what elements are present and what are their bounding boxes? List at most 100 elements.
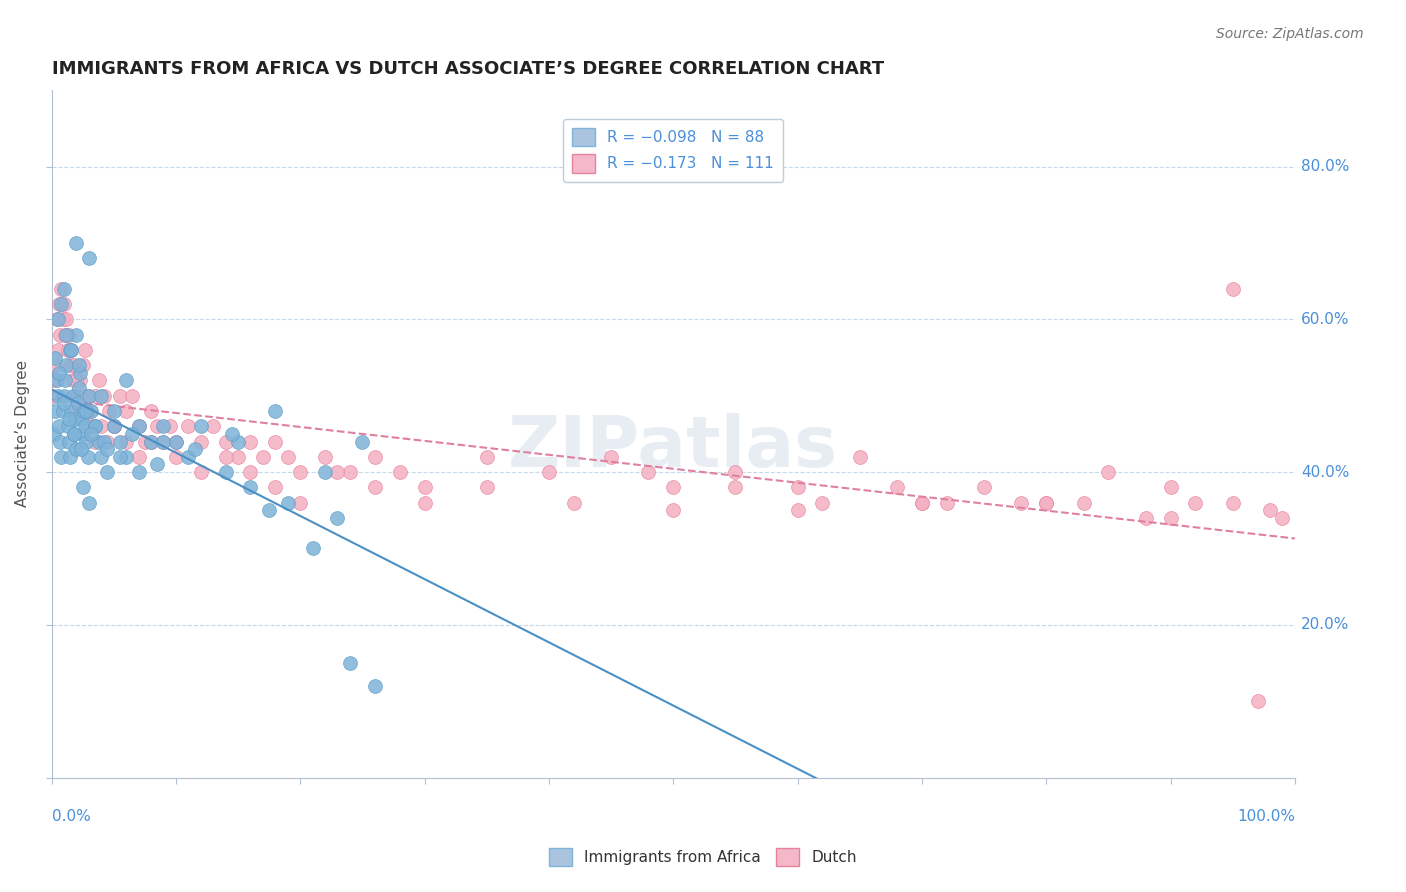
Immigrants from Africa bbox=[52, 282, 75, 296]
Legend: Immigrants from Africa, Dutch: Immigrants from Africa, Dutch bbox=[540, 838, 866, 875]
Dutch bbox=[59, 358, 82, 372]
Immigrants from Africa bbox=[48, 419, 70, 434]
Dutch bbox=[48, 297, 70, 311]
Immigrants from Africa bbox=[59, 450, 82, 464]
Y-axis label: Associate’s Degree: Associate’s Degree bbox=[15, 360, 30, 508]
Immigrants from Africa bbox=[96, 465, 118, 479]
Immigrants from Africa bbox=[108, 434, 131, 449]
Immigrants from Africa bbox=[51, 450, 73, 464]
Immigrants from Africa bbox=[52, 396, 75, 410]
Immigrants from Africa bbox=[146, 458, 169, 472]
Dutch bbox=[364, 450, 387, 464]
Dutch bbox=[190, 465, 212, 479]
Dutch bbox=[1135, 511, 1157, 525]
Dutch bbox=[103, 419, 125, 434]
Dutch bbox=[49, 327, 72, 342]
Dutch bbox=[364, 480, 387, 494]
Dutch bbox=[1184, 496, 1206, 510]
Immigrants from Africa bbox=[46, 389, 69, 403]
Dutch bbox=[290, 465, 312, 479]
Dutch bbox=[165, 434, 187, 449]
Dutch bbox=[786, 480, 808, 494]
Dutch bbox=[935, 496, 957, 510]
Text: IMMIGRANTS FROM AFRICA VS DUTCH ASSOCIATE’S DEGREE CORRELATION CHART: IMMIGRANTS FROM AFRICA VS DUTCH ASSOCIAT… bbox=[52, 60, 883, 78]
Immigrants from Africa bbox=[190, 419, 212, 434]
Dutch bbox=[662, 503, 685, 517]
Immigrants from Africa bbox=[152, 434, 174, 449]
Immigrants from Africa bbox=[314, 465, 336, 479]
Dutch bbox=[53, 327, 76, 342]
Dutch bbox=[97, 404, 120, 418]
Immigrants from Africa bbox=[42, 426, 65, 441]
Dutch bbox=[190, 434, 212, 449]
Immigrants from Africa bbox=[139, 434, 162, 449]
Immigrants from Africa bbox=[352, 434, 374, 449]
Dutch bbox=[290, 496, 312, 510]
Dutch bbox=[134, 434, 156, 449]
Immigrants from Africa bbox=[58, 411, 80, 425]
Immigrants from Africa bbox=[152, 419, 174, 434]
Dutch bbox=[77, 419, 100, 434]
Dutch bbox=[96, 434, 118, 449]
Dutch bbox=[973, 480, 995, 494]
Dutch bbox=[662, 480, 685, 494]
Immigrants from Africa bbox=[77, 389, 100, 403]
Dutch bbox=[72, 358, 94, 372]
Dutch bbox=[1160, 511, 1182, 525]
Dutch bbox=[911, 496, 934, 510]
Dutch bbox=[52, 297, 75, 311]
Text: Source: ZipAtlas.com: Source: ZipAtlas.com bbox=[1216, 27, 1364, 41]
Dutch bbox=[537, 465, 560, 479]
Dutch bbox=[51, 282, 73, 296]
Immigrants from Africa bbox=[177, 450, 200, 464]
Immigrants from Africa bbox=[165, 434, 187, 449]
Dutch bbox=[69, 374, 91, 388]
Immigrants from Africa bbox=[44, 404, 66, 418]
Text: 60.0%: 60.0% bbox=[1301, 312, 1350, 326]
Dutch bbox=[264, 434, 287, 449]
Dutch bbox=[62, 374, 84, 388]
Dutch bbox=[252, 450, 274, 464]
Immigrants from Africa bbox=[63, 411, 86, 425]
Dutch bbox=[1073, 496, 1095, 510]
Immigrants from Africa bbox=[67, 358, 90, 372]
Dutch bbox=[152, 434, 174, 449]
Dutch bbox=[87, 374, 110, 388]
Dutch bbox=[1035, 496, 1057, 510]
Immigrants from Africa bbox=[183, 442, 205, 457]
Immigrants from Africa bbox=[65, 442, 87, 457]
Dutch bbox=[79, 404, 101, 418]
Immigrants from Africa bbox=[44, 351, 66, 365]
Immigrants from Africa bbox=[60, 404, 83, 418]
Dutch bbox=[562, 496, 585, 510]
Dutch bbox=[108, 389, 131, 403]
Immigrants from Africa bbox=[60, 343, 83, 357]
Immigrants from Africa bbox=[77, 496, 100, 510]
Dutch bbox=[637, 465, 659, 479]
Dutch bbox=[63, 389, 86, 403]
Dutch bbox=[413, 496, 436, 510]
Dutch bbox=[139, 404, 162, 418]
Dutch bbox=[128, 419, 150, 434]
Dutch bbox=[115, 404, 138, 418]
Dutch bbox=[75, 404, 97, 418]
Immigrants from Africa bbox=[63, 426, 86, 441]
Immigrants from Africa bbox=[121, 426, 143, 441]
Immigrants from Africa bbox=[221, 426, 243, 441]
Dutch bbox=[82, 419, 104, 434]
Immigrants from Africa bbox=[239, 480, 262, 494]
Dutch bbox=[724, 465, 747, 479]
Dutch bbox=[84, 434, 107, 449]
Immigrants from Africa bbox=[72, 480, 94, 494]
Immigrants from Africa bbox=[75, 419, 97, 434]
Immigrants from Africa bbox=[67, 381, 90, 395]
Dutch bbox=[239, 434, 262, 449]
Immigrants from Africa bbox=[80, 426, 103, 441]
Dutch bbox=[886, 480, 908, 494]
Immigrants from Africa bbox=[326, 511, 349, 525]
Immigrants from Africa bbox=[56, 419, 79, 434]
Immigrants from Africa bbox=[75, 434, 97, 449]
Dutch bbox=[73, 389, 96, 403]
Immigrants from Africa bbox=[103, 419, 125, 434]
Immigrants from Africa bbox=[84, 419, 107, 434]
